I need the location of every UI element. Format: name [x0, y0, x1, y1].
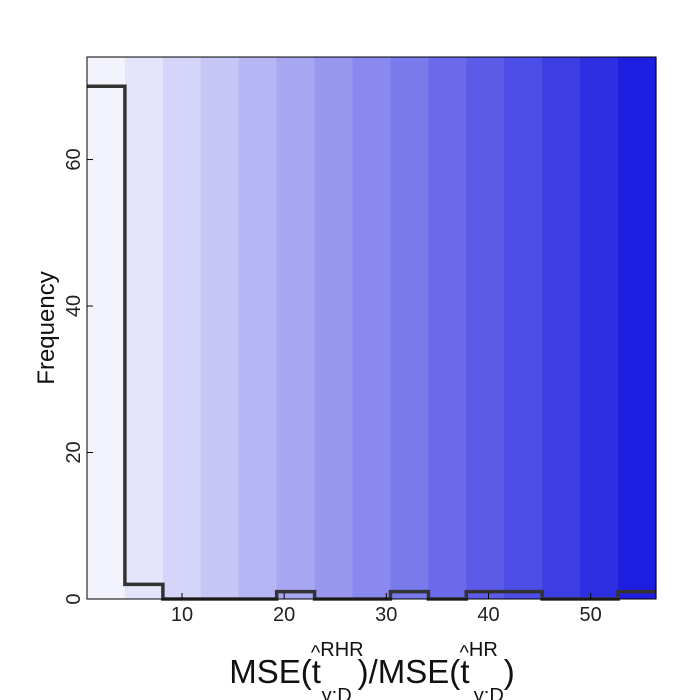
background-band	[87, 57, 126, 599]
y-tick-label: 20	[63, 441, 85, 463]
background-band	[466, 57, 505, 599]
background-band	[124, 57, 164, 599]
background-band	[428, 57, 467, 599]
background-band	[390, 57, 429, 599]
y-tick-label: 40	[63, 295, 85, 317]
y-axis-title: Frequency	[33, 271, 60, 384]
background-band	[162, 57, 202, 599]
y-axis-ticks: 0 20 40 60	[63, 148, 93, 605]
x-axis-ticks: 10 20 30 40 50	[171, 593, 602, 626]
x-axis-title: MSE(t^RHR y:D)/MSE(t^HR y:D)	[229, 639, 515, 700]
x-tick-label: 30	[375, 604, 397, 626]
background-band	[580, 57, 619, 599]
x-tick-label: 20	[273, 604, 295, 626]
background-band	[200, 57, 240, 599]
background-band	[314, 57, 354, 599]
y-tick-label: 0	[63, 593, 85, 604]
background-band	[276, 57, 316, 599]
plot-frame	[86, 56, 657, 600]
y-tick-label: 60	[63, 148, 85, 170]
background-band	[504, 57, 543, 599]
background-band	[352, 57, 392, 599]
background-band	[542, 57, 581, 599]
x-tick-label: 40	[477, 604, 499, 626]
background-band	[238, 57, 278, 599]
background-bands	[87, 57, 657, 599]
x-tick-label: 10	[171, 604, 193, 626]
background-band	[618, 57, 657, 599]
x-tick-label: 50	[579, 604, 601, 626]
